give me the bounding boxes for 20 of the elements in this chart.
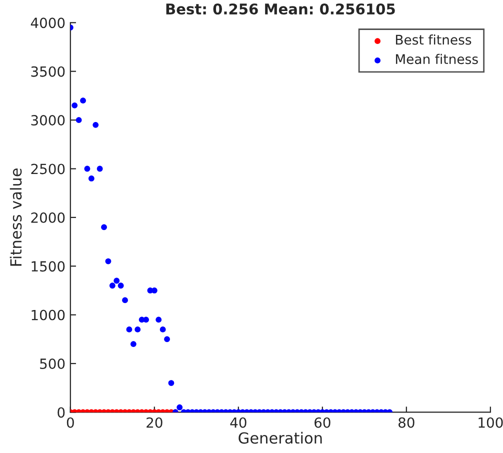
y-axis-title: Fitness value <box>10 168 22 266</box>
y-tick-label: 0 <box>58 407 65 418</box>
x-tick-label: 40 <box>230 417 246 428</box>
y-tick-label: 1500 <box>32 261 65 272</box>
x-tick-label: 0 <box>66 417 74 428</box>
y-tick-label: 3500 <box>31 66 65 77</box>
x-tick-label: 100 <box>478 417 503 428</box>
y-tick-label: 3000 <box>31 115 65 126</box>
y-tick-label: 4000 <box>30 18 65 28</box>
x-tick-label: 20 <box>146 417 162 428</box>
legend-label: Mean fitness <box>396 54 478 64</box>
chart-title: Best: 0.256 Mean: 0.256105 <box>166 3 395 15</box>
x-axis-title: Generation <box>238 432 322 444</box>
y-tick-label: 2500 <box>31 164 65 174</box>
x-tick-label: 60 <box>314 417 330 428</box>
y-tick-label: 1000 <box>32 310 65 320</box>
legend-label: Best fitness <box>396 34 472 45</box>
x-tick-label: 80 <box>398 417 414 428</box>
y-tick-label: 500 <box>40 358 65 370</box>
y-tick-label: 2000 <box>31 212 65 223</box>
